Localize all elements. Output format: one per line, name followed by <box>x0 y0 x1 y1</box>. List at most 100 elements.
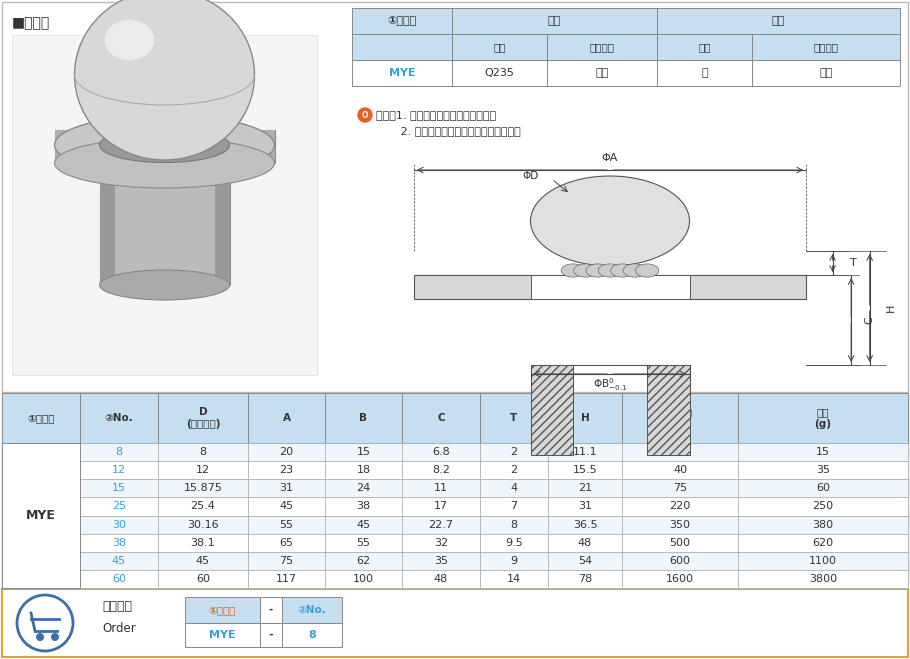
Text: 2: 2 <box>511 465 518 475</box>
Bar <box>80 515 158 534</box>
Text: ①类型码: ①类型码 <box>27 413 55 423</box>
Text: 镀鸺: 镀鸺 <box>819 68 833 78</box>
Bar <box>531 275 690 365</box>
Bar <box>99 163 115 285</box>
Ellipse shape <box>651 275 670 287</box>
Text: T: T <box>511 413 518 423</box>
Text: 54: 54 <box>578 556 592 566</box>
Bar <box>248 534 325 552</box>
Text: 8: 8 <box>199 447 207 457</box>
Text: 额定负载
(kg): 额定负载 (kg) <box>668 407 693 429</box>
Bar <box>158 515 248 534</box>
Bar <box>547 60 657 86</box>
Bar <box>548 570 622 588</box>
Bar <box>352 8 452 34</box>
Text: MYE: MYE <box>389 68 415 78</box>
Bar <box>185 597 260 623</box>
Text: 45: 45 <box>112 556 126 566</box>
Bar <box>80 498 158 515</box>
Text: ②No.: ②No. <box>105 413 134 423</box>
Bar <box>325 515 402 534</box>
Bar <box>547 34 657 60</box>
Text: 48: 48 <box>434 574 448 584</box>
Bar <box>325 534 402 552</box>
Text: 8.2: 8.2 <box>432 465 450 475</box>
Text: 78: 78 <box>578 574 592 584</box>
Circle shape <box>358 108 372 122</box>
Text: 20: 20 <box>279 447 294 457</box>
Bar <box>259 130 275 163</box>
Text: 15: 15 <box>673 447 687 457</box>
Bar <box>647 365 690 455</box>
Text: 11.1: 11.1 <box>572 447 597 457</box>
Bar <box>548 534 622 552</box>
Text: A: A <box>282 413 290 423</box>
Ellipse shape <box>55 115 275 175</box>
Bar <box>325 479 402 498</box>
Ellipse shape <box>531 176 690 266</box>
Text: ΦA: ΦA <box>602 153 618 163</box>
Bar <box>480 498 548 515</box>
Bar <box>352 34 452 60</box>
Bar <box>402 461 480 479</box>
Bar <box>480 461 548 479</box>
Ellipse shape <box>99 127 229 163</box>
Bar <box>657 60 752 86</box>
Bar <box>260 623 282 647</box>
Text: 25.4: 25.4 <box>190 501 216 511</box>
Bar <box>158 443 248 461</box>
Bar <box>158 552 248 570</box>
Ellipse shape <box>616 275 635 287</box>
Bar <box>402 552 480 570</box>
Text: 2: 2 <box>511 447 518 457</box>
Bar <box>352 60 452 86</box>
Bar <box>345 251 875 380</box>
Bar <box>548 461 622 479</box>
Bar <box>158 498 248 515</box>
Text: 2. 适合重载、对顺滑度要求高的场合。: 2. 适合重载、对顺滑度要求高的场合。 <box>376 126 521 136</box>
Bar <box>402 393 480 443</box>
Text: 100: 100 <box>353 574 374 584</box>
Text: 外壳: 外壳 <box>772 16 785 26</box>
Bar <box>158 534 248 552</box>
Bar <box>2 570 80 588</box>
Text: 15.5: 15.5 <box>572 465 597 475</box>
Ellipse shape <box>573 264 597 277</box>
Text: 35: 35 <box>816 465 830 475</box>
Bar <box>531 365 573 455</box>
Bar <box>2 443 80 461</box>
Text: C: C <box>864 316 875 324</box>
Bar <box>622 479 738 498</box>
Text: 380: 380 <box>813 519 834 530</box>
Text: 600: 600 <box>670 556 691 566</box>
Ellipse shape <box>633 275 652 287</box>
Bar <box>248 515 325 534</box>
Bar <box>480 393 548 443</box>
Text: 38: 38 <box>112 538 126 548</box>
Text: 75: 75 <box>279 556 294 566</box>
Bar <box>2 2 908 392</box>
Bar <box>738 461 908 479</box>
Text: 6.8: 6.8 <box>432 447 450 457</box>
Bar <box>622 461 738 479</box>
Text: 36.5: 36.5 <box>572 519 597 530</box>
Bar <box>55 130 69 163</box>
Bar <box>452 34 547 60</box>
Bar <box>480 479 548 498</box>
Bar <box>248 479 325 498</box>
Ellipse shape <box>105 20 155 60</box>
Bar <box>452 8 657 34</box>
Bar <box>2 552 80 570</box>
Text: ②No.: ②No. <box>298 605 327 615</box>
Bar <box>248 393 325 443</box>
Text: 31: 31 <box>578 501 592 511</box>
Text: 350: 350 <box>670 519 691 530</box>
Text: 32: 32 <box>434 538 448 548</box>
Bar <box>2 393 908 588</box>
Text: 25: 25 <box>112 501 126 511</box>
Bar <box>248 461 325 479</box>
Bar <box>402 515 480 534</box>
Bar <box>158 461 248 479</box>
Ellipse shape <box>599 275 617 287</box>
Ellipse shape <box>611 264 634 277</box>
